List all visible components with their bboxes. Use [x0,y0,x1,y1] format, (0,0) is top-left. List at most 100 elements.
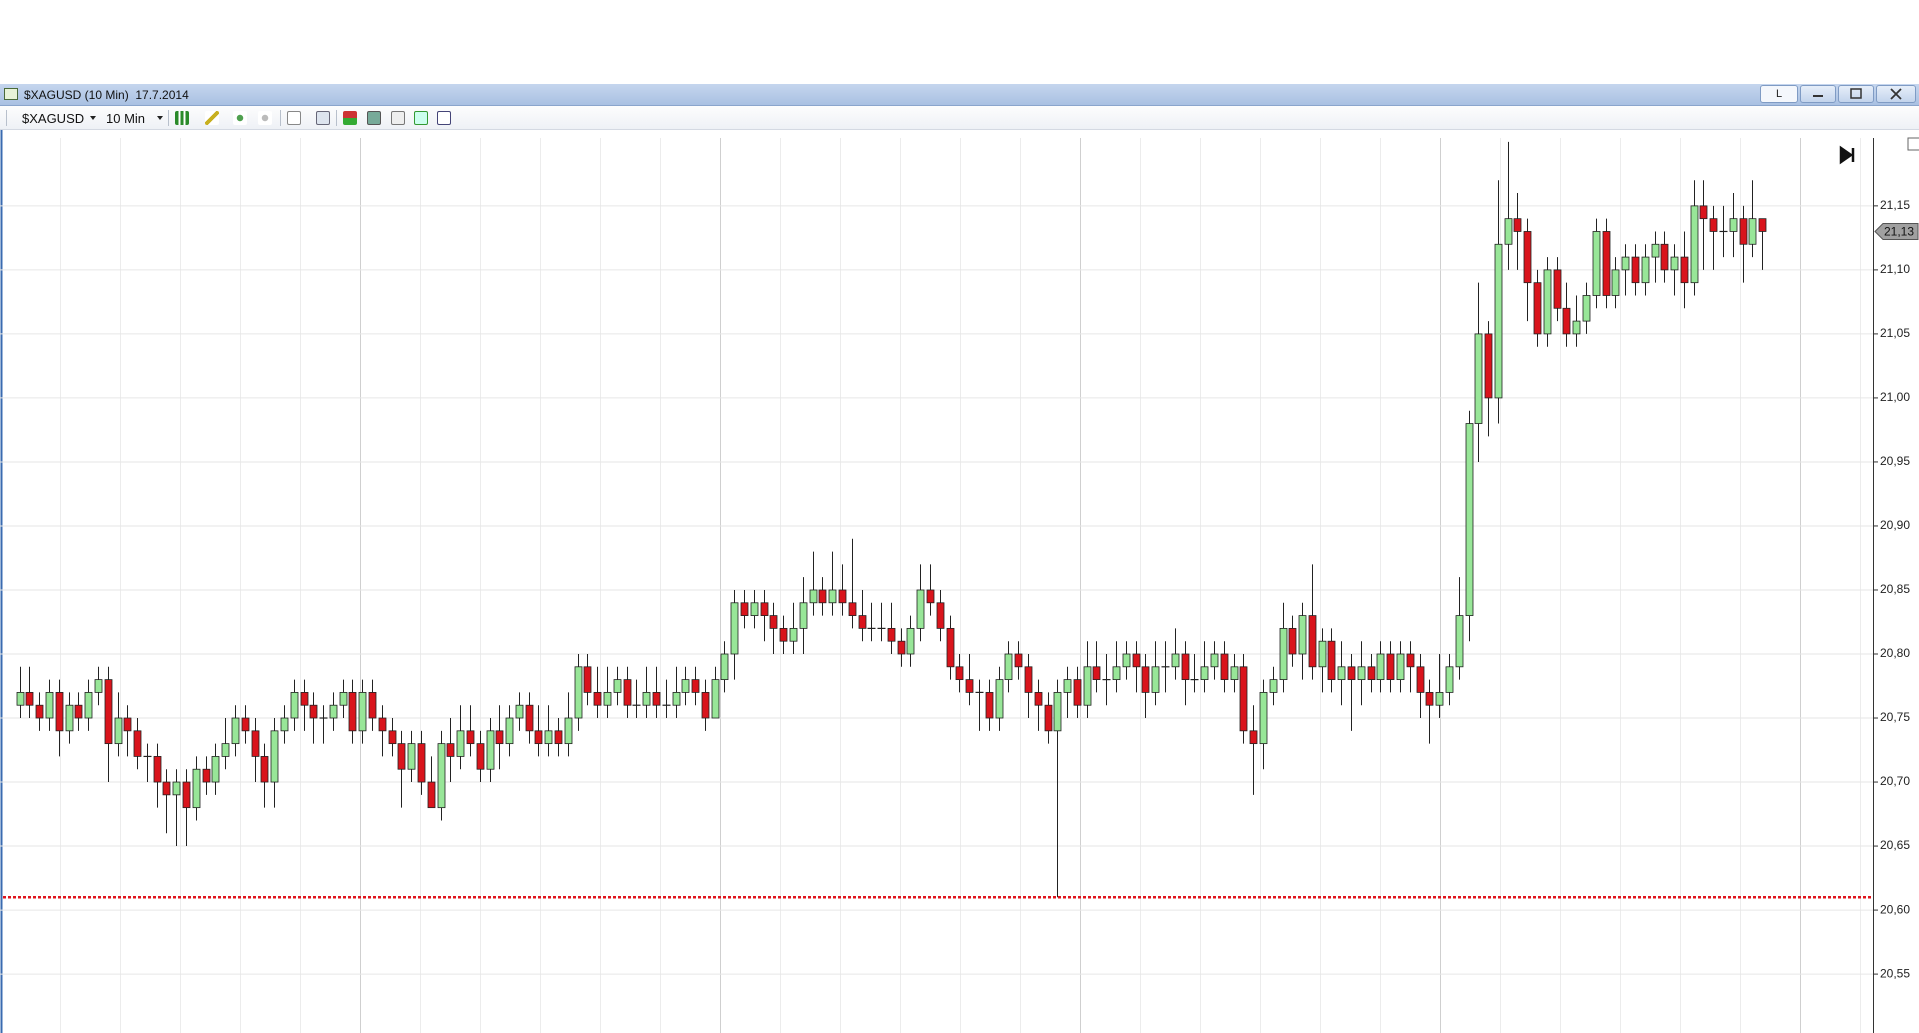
candle-body [1210,653,1219,668]
candle-body [1494,243,1503,399]
symbol-selector[interactable]: $XAGUSD [22,111,85,126]
blank-top [0,0,1919,84]
candle-body [1200,666,1209,681]
candle-body [1543,269,1552,335]
candle-body [1709,218,1718,232]
dropdown-arrow [90,116,96,120]
candle-body [1572,320,1581,335]
separator [168,110,169,126]
candle-body [153,756,162,783]
indicator-button[interactable] [233,111,247,125]
candle-body [750,602,759,616]
candle-body [1523,231,1532,284]
candle-body [1758,218,1767,232]
candle-body [1024,666,1033,693]
dollar-button[interactable] [414,111,428,125]
candle-body [231,717,240,745]
interval-selector[interactable]: 10 Min [106,111,146,126]
candle-body [828,589,837,604]
candle-body [1357,666,1366,681]
candle-body [1416,666,1425,693]
candle-body [104,679,113,745]
dropdown-arrow [157,116,163,120]
y-tick-label: 21,10 [1880,262,1910,276]
candle-body [1298,615,1307,655]
candle-body [476,743,485,770]
candle-body [192,768,201,809]
candle-body [1699,205,1708,220]
separator [280,110,281,126]
y-tick-label: 20,85 [1880,582,1910,596]
scroll-end-button[interactable] [1839,145,1855,165]
candle-body [65,704,74,732]
maximize-button[interactable] [1838,85,1874,103]
candle-body [789,627,798,642]
candle-body [613,679,622,693]
candle-body [740,602,749,616]
candle-body [1739,218,1748,245]
candle-body [1611,269,1620,296]
y-tick-label: 21,15 [1880,198,1910,212]
candle-body [642,692,651,706]
chart-settings-button[interactable] [391,111,405,125]
candle-body [760,602,769,616]
candle-body [114,717,123,745]
candle-body [1680,256,1689,284]
candle-body [300,692,309,706]
cursor-button[interactable] [287,111,301,125]
candle-body [672,692,681,706]
candle-body [809,589,818,604]
candle-body [35,704,44,719]
candle-body [603,692,612,706]
candle-body [1484,333,1493,399]
candle-body [965,679,974,693]
candle-body [290,692,299,719]
candle-body [84,692,93,719]
candle-body [906,627,915,655]
last-price-label: 21,13 [1884,225,1914,239]
candle-body [260,756,269,783]
candle-body [456,730,465,757]
candle-body [221,743,230,757]
candle-body [799,602,808,629]
minimize-button[interactable] [1800,85,1836,103]
template-button[interactable] [437,111,451,125]
candle-body [593,692,602,706]
candle-body [486,730,495,770]
candle-body [1367,666,1376,681]
candle-body [1073,679,1082,706]
candle-body [1141,666,1150,693]
axis-menu-button[interactable] [1907,137,1919,151]
y-tick-label: 21,00 [1880,390,1910,404]
candle-body [1279,627,1288,681]
candle-body [1239,666,1248,732]
title-bar: $XAGUSD (10 Min) 17.7.2014 L [0,84,1919,106]
candle-body [495,730,504,745]
remove-button[interactable] [258,111,272,125]
candle-body [1729,218,1738,232]
candle-body [329,704,338,719]
trade-button[interactable] [343,111,357,125]
candle-body [1631,256,1640,284]
candle-body [1083,666,1092,706]
candle-body [720,653,729,681]
candle-body [94,679,103,693]
candle-body [348,692,357,732]
candle-body [339,692,348,706]
chart-type-button[interactable] [175,111,189,125]
layout-button[interactable]: L [1760,85,1798,103]
candle-body [936,602,945,629]
zoom-button[interactable] [316,111,330,125]
candle-body [1122,653,1131,668]
close-button[interactable] [1876,85,1916,103]
candle-body [818,589,827,604]
orders-button[interactable] [367,111,381,125]
candle-body [858,615,867,629]
draw-button[interactable] [205,111,219,125]
candle-body [133,730,142,757]
candle-body [1504,218,1513,245]
candle-body [446,743,455,757]
candle-body [1562,307,1571,335]
candle-body [916,589,925,629]
candle-body [1445,666,1454,693]
